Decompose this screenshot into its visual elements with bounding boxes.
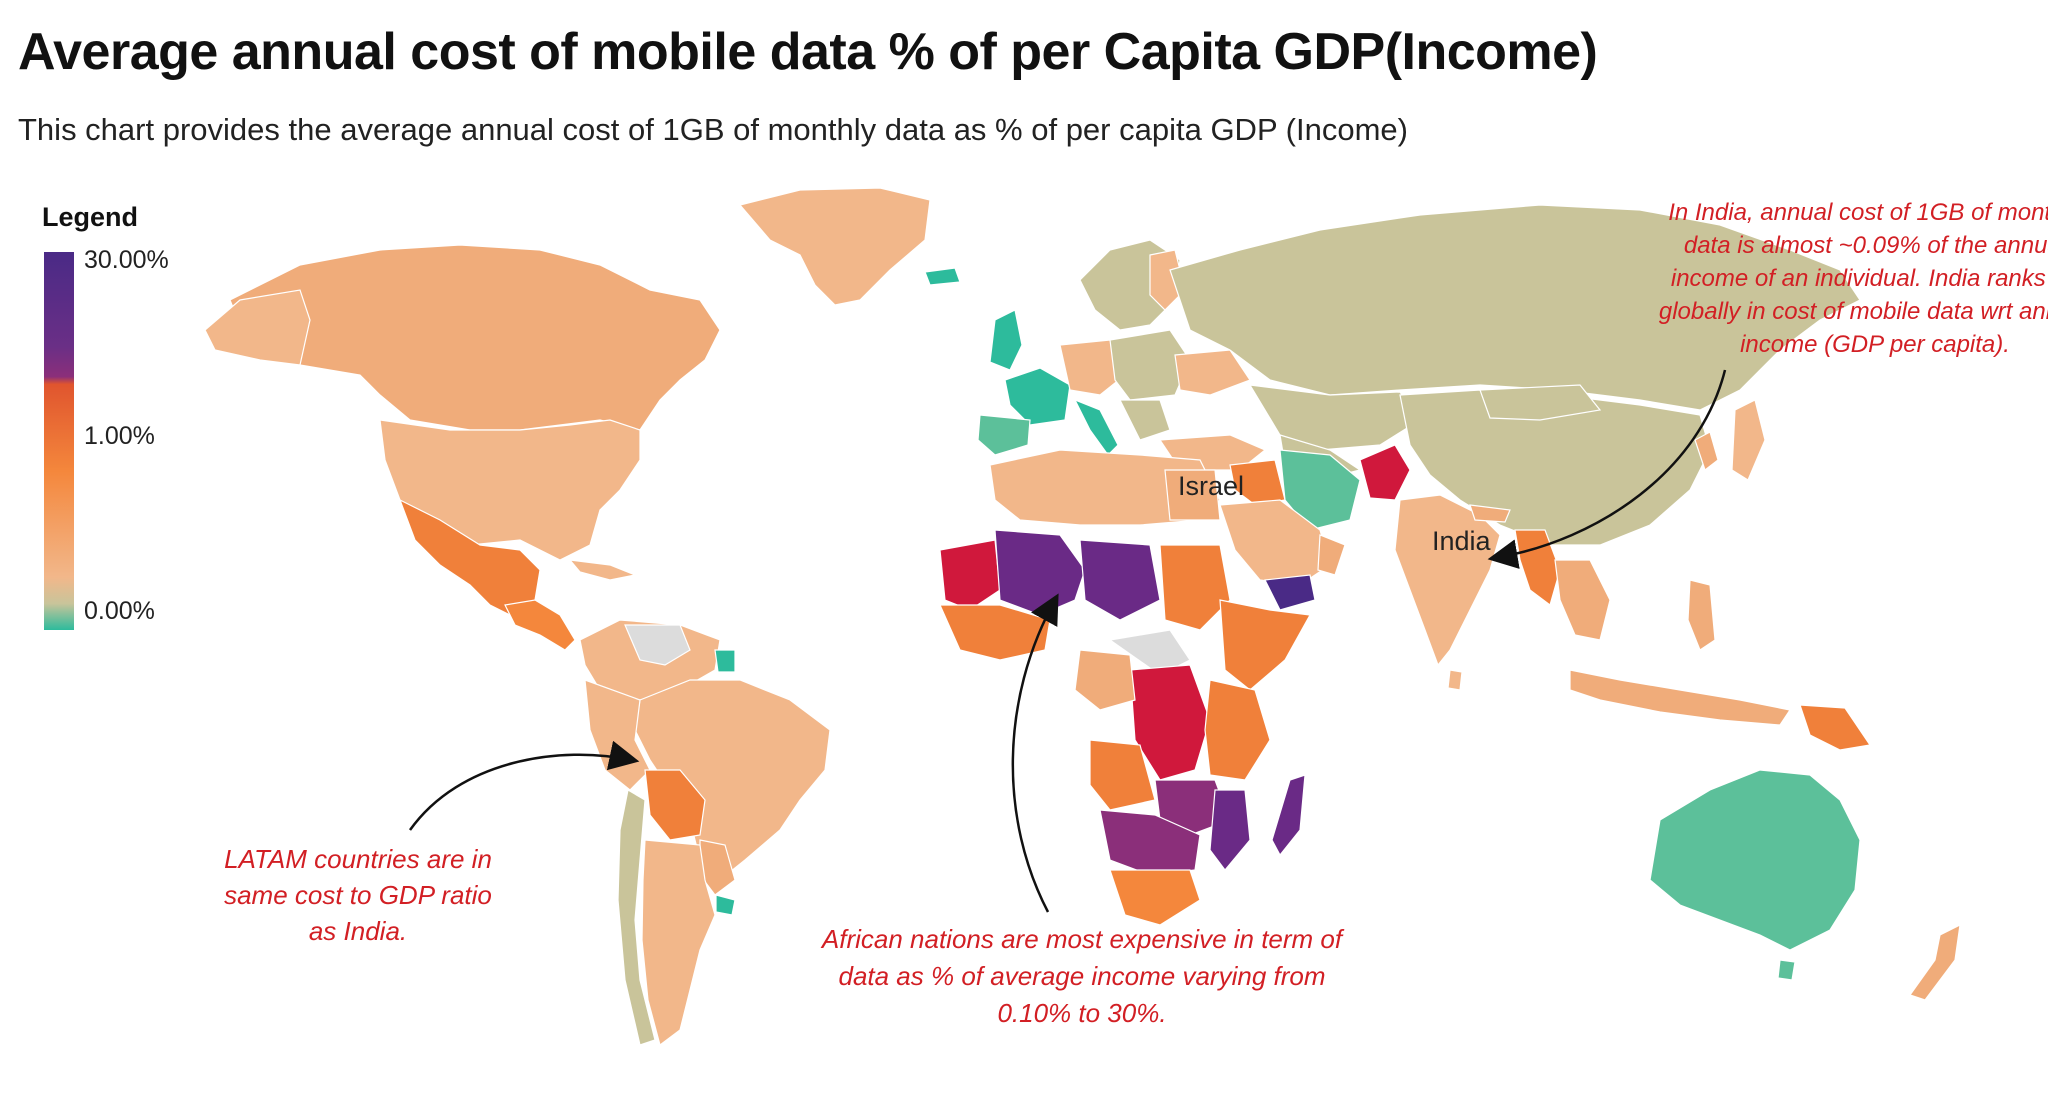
legend-mid-label: 1.00% <box>84 422 155 450</box>
tasmania <box>1777 959 1796 981</box>
legend-title: Legend <box>42 202 139 232</box>
india-annotation: In India, annual cost of 1GB of monthly … <box>1487 199 2048 569</box>
ethiopia-horn <box>1219 599 1311 691</box>
argentina <box>641 839 716 1047</box>
japan <box>1731 399 1766 481</box>
indonesia <box>1569 669 1791 726</box>
spain-portugal <box>977 414 1031 456</box>
latam-annotation-line-2: same cost to GDP ratio <box>224 880 492 910</box>
chart-subtitle: This chart provides the average annual c… <box>18 112 1408 147</box>
niger-chad <box>1079 539 1161 621</box>
zambia-malawi <box>1154 779 1231 836</box>
latam-annotation-arrow <box>408 740 640 831</box>
angola <box>1089 739 1156 811</box>
legend-color-scale <box>44 252 74 630</box>
alaska <box>204 289 311 366</box>
new-zealand <box>1909 923 1961 1001</box>
latam-annotation-line-1: LATAM countries are in <box>224 844 492 874</box>
suriname-guiana <box>714 649 736 673</box>
india-annotation-line-3: income of an individual. India ranks 46 <box>1671 265 2048 292</box>
israel-label: Israel <box>1178 471 1244 501</box>
sri-lanka <box>1447 669 1463 691</box>
india-annotation-line-2: data is almost ~0.09% of the annual <box>1684 232 2048 259</box>
oman <box>1317 534 1346 576</box>
mozambique <box>1209 789 1251 871</box>
bangladesh-myanmar <box>1514 529 1561 607</box>
sahel-west <box>994 529 1086 616</box>
central-africa <box>1108 629 1191 676</box>
afghanistan-pakistan <box>1359 444 1411 501</box>
india-annotation-line-4: globally in cost of mobile data wrt annu… <box>1659 298 2048 325</box>
ukraine <box>1174 349 1251 396</box>
balkans <box>1119 399 1171 441</box>
iceland <box>924 267 961 286</box>
south-africa <box>1109 869 1201 926</box>
bolivia <box>644 769 706 841</box>
eastern-europe <box>1109 329 1191 401</box>
russia <box>1169 204 1861 411</box>
gabon-congo <box>1074 649 1136 711</box>
egypt <box>1164 469 1221 521</box>
mauritania-mali <box>939 539 1001 611</box>
yemen <box>1264 574 1316 611</box>
nepal-bhutan <box>1469 504 1511 523</box>
southern-africa <box>1099 809 1201 876</box>
india-label: India <box>1432 526 1492 556</box>
france <box>1004 367 1071 426</box>
southeast-asia <box>1554 559 1611 641</box>
madagascar <box>1271 774 1306 857</box>
africa-annotation-line-1: African nations are most expensive in te… <box>820 924 1345 954</box>
chart-title: Average annual cost of mobile data % of … <box>18 23 1598 81</box>
east-africa <box>1204 679 1271 781</box>
uk-ireland <box>989 309 1023 371</box>
india-annotation-line-5: income (GDP per capita). <box>1740 331 2010 358</box>
latam-annotation-line-3: as India. <box>309 916 407 946</box>
canada <box>229 244 721 431</box>
africa-annotation-line-3: 0.10% to 30%. <box>997 998 1166 1028</box>
uruguay <box>715 894 736 916</box>
kazakhstan <box>1248 384 1421 451</box>
saudi-arabia <box>1219 499 1331 586</box>
latam-annotation: LATAM countries are in same cost to GDP … <box>224 740 640 946</box>
africa-annotation-arrow <box>1011 593 1059 913</box>
mongolia <box>1479 384 1602 421</box>
korea <box>1694 431 1719 471</box>
india-annotation-arrow <box>1487 369 1727 569</box>
caribbean <box>568 559 638 581</box>
italy <box>1073 398 1119 456</box>
legend-max-label: 30.00% <box>84 246 169 274</box>
africa-annotation: African nations are most expensive in te… <box>820 593 1345 1028</box>
india-annotation-line-1: In India, annual cost of 1GB of monthly <box>1668 199 2048 226</box>
central-america <box>504 599 576 651</box>
drc <box>1129 664 1211 781</box>
legend-min-label: 0.00% <box>84 597 155 625</box>
guyana-region <box>624 624 691 666</box>
philippines <box>1687 579 1716 651</box>
finland <box>1149 249 1186 311</box>
germany-central <box>1059 339 1126 396</box>
sudan <box>1159 544 1231 631</box>
papua-new-guinea <box>1799 704 1872 751</box>
legend: Legend 30.00% 1.00% 0.00% <box>42 202 212 642</box>
west-africa-coast <box>939 604 1051 661</box>
greenland <box>738 187 931 306</box>
africa-annotation-line-2: data as % of average income varying from <box>838 961 1325 991</box>
australia <box>1649 769 1861 951</box>
chile <box>617 789 656 1046</box>
